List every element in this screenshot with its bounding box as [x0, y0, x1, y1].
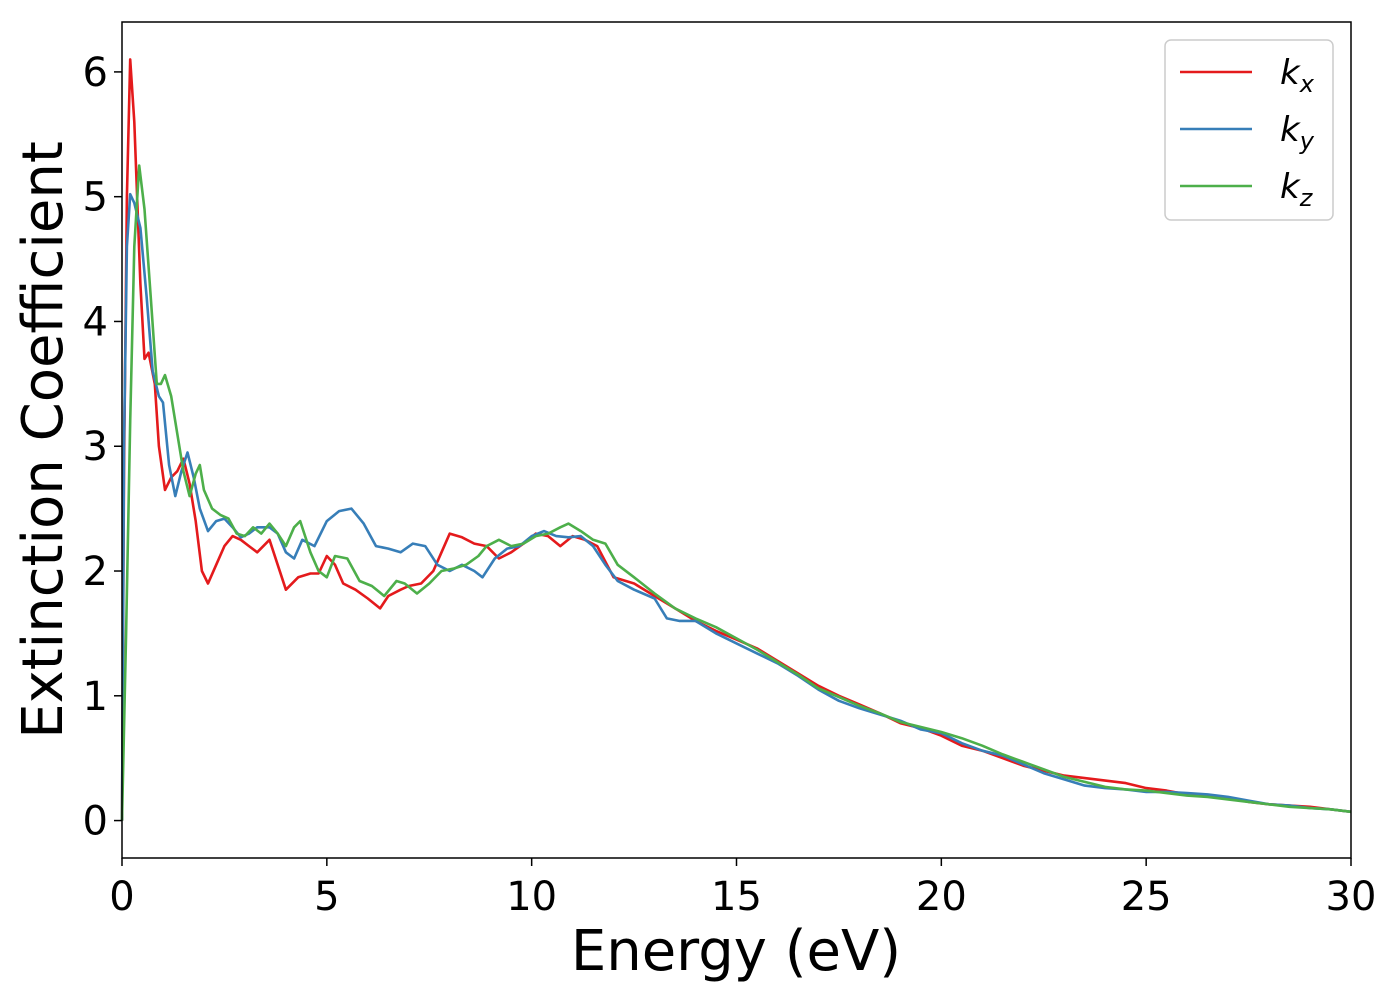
x-tick-label: 15	[711, 874, 762, 920]
y-axis: 0 1 2 3 4 5 6	[83, 50, 122, 845]
series-layer	[120, 58, 1352, 821]
legend-label-kx: kx	[1280, 53, 1315, 98]
y-tick-label: 4	[83, 299, 108, 345]
x-tick-label: 5	[314, 874, 339, 920]
y-tick-label: 6	[83, 50, 108, 96]
x-axis-label: Energy (eV)	[571, 919, 901, 984]
series-line-ky	[120, 192, 1352, 821]
y-tick-label: 1	[83, 674, 108, 720]
series-line-kx	[120, 58, 1352, 821]
x-tick-label: 0	[109, 874, 134, 920]
x-axis: 0 5 10 15 20 25 30	[109, 858, 1376, 920]
legend-label-kz: kz	[1280, 167, 1314, 212]
series-line-kz	[120, 164, 1352, 821]
y-axis-label: Extinction Coefficient	[11, 141, 76, 739]
x-tick-label: 25	[1121, 874, 1172, 920]
y-tick-label: 5	[83, 175, 108, 221]
x-tick-label: 30	[1326, 874, 1377, 920]
x-tick-label: 20	[916, 874, 967, 920]
legend: kx ky kz	[1164, 39, 1334, 221]
plot-background	[122, 22, 1351, 858]
y-tick-label: 3	[83, 424, 108, 470]
legend-label-ky: ky	[1280, 110, 1315, 155]
y-tick-label: 2	[83, 549, 108, 595]
y-tick-label: 0	[83, 799, 108, 845]
x-tick-label: 10	[506, 874, 557, 920]
